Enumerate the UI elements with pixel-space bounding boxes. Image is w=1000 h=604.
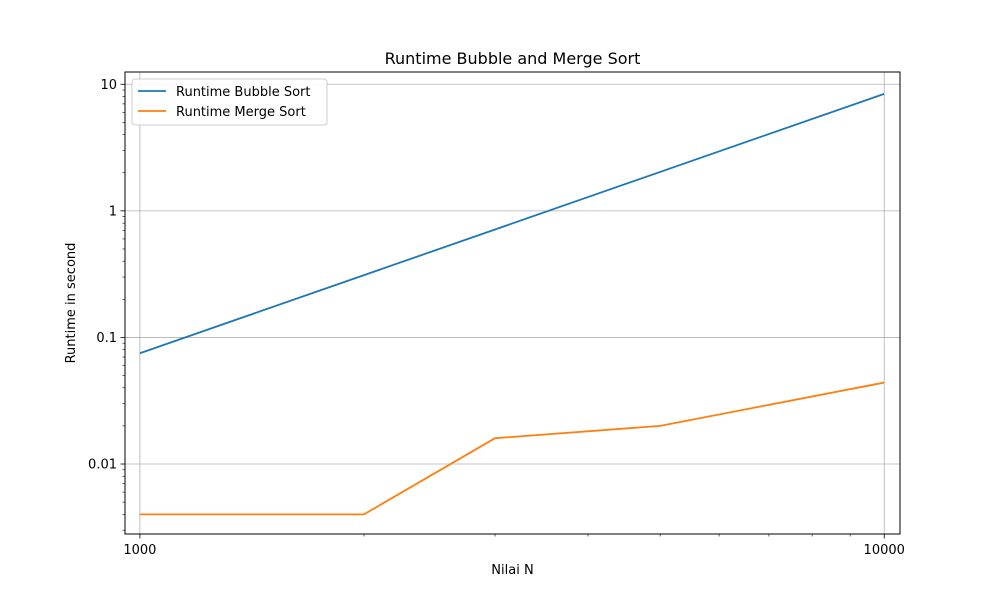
legend-frame bbox=[131, 78, 328, 126]
series-line-runtime-bubble-sort bbox=[139, 93, 885, 355]
chart-title: Runtime Bubble and Merge Sort bbox=[385, 49, 641, 68]
y-tick-label: 0.1 bbox=[96, 331, 117, 346]
y-tick-label: 10 bbox=[100, 78, 117, 93]
x-tick-label: 10000 bbox=[864, 543, 905, 558]
y-axis-label: Runtime in second bbox=[64, 243, 79, 364]
legend: Runtime Bubble Sort Runtime Merge Sort bbox=[131, 78, 328, 126]
y-tick-label: 1 bbox=[109, 204, 117, 219]
series-lines bbox=[139, 93, 885, 516]
legend-label-bubble-sort: Runtime Bubble Sort bbox=[176, 85, 310, 100]
y-tick-label: 0.01 bbox=[88, 458, 117, 473]
axis-ticks: 1000 10000 0.01 0.1 1 10 bbox=[88, 78, 905, 558]
x-tick-label: 1000 bbox=[123, 543, 156, 558]
series-line-runtime-merge-sort bbox=[139, 381, 885, 516]
x-axis-label: Nilai N bbox=[491, 563, 533, 578]
plot-frame bbox=[124, 71, 901, 535]
legend-label-merge-sort: Runtime Merge Sort bbox=[176, 105, 306, 120]
grid bbox=[125, 72, 900, 534]
